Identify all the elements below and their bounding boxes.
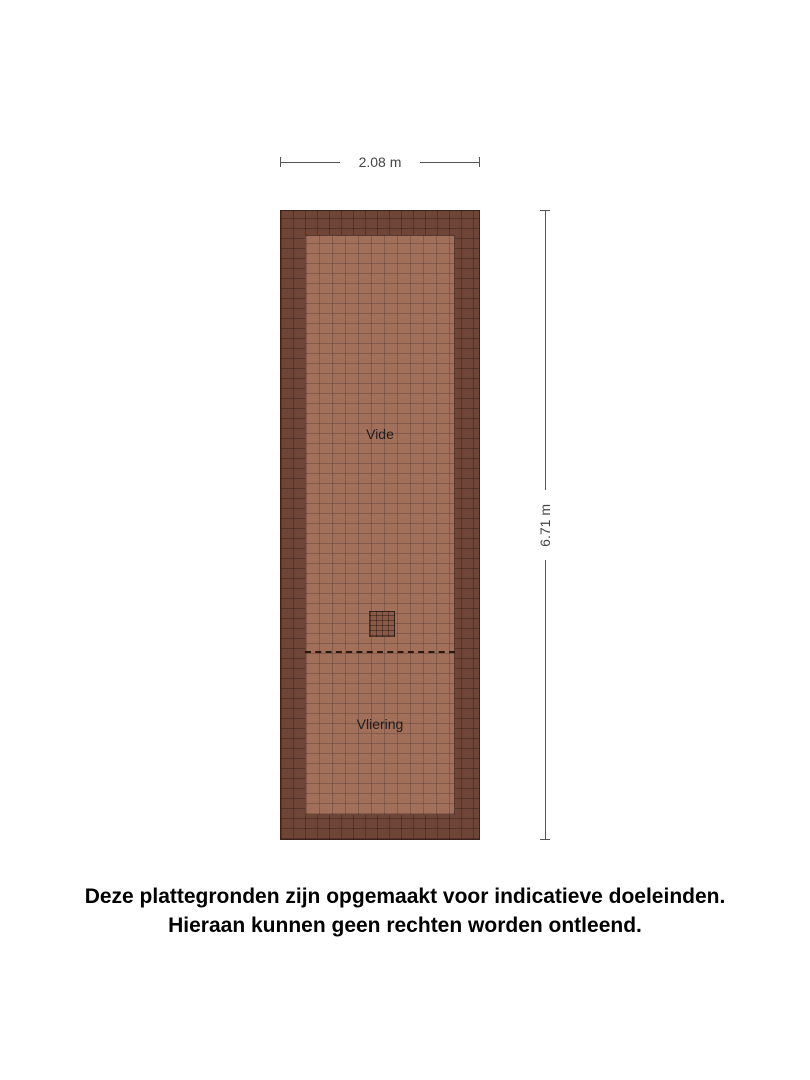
room-divider-dashed [305,651,455,653]
dim-tick-icon [479,157,480,167]
dim-tick-icon [540,839,550,840]
dimension-top: 2.08 m [280,152,480,172]
room-label-vliering: Vliering [357,716,404,732]
room-label-vide: Vide [366,426,394,442]
dim-line-icon [545,210,546,490]
floorplan-container: 2.08 m 6.71 m Vide Vliering Deze platteg… [0,0,810,1080]
chimney-icon [369,611,395,637]
dimension-height-label: 6.71 m [537,498,553,553]
dim-line-icon [545,560,546,840]
disclaimer-text: Deze plattegronden zijn opgemaakt voor i… [0,883,810,940]
dimension-right: 6.71 m [535,210,555,840]
dim-line-icon [280,162,340,163]
dimension-width-label: 2.08 m [353,154,408,170]
roof-outline: Vide Vliering [280,210,480,840]
disclaimer-line-2: Hieraan kunnen geen rechten worden ontle… [20,912,790,940]
dim-line-icon [420,162,480,163]
disclaimer-line-1: Deze plattegronden zijn opgemaakt voor i… [20,883,790,911]
